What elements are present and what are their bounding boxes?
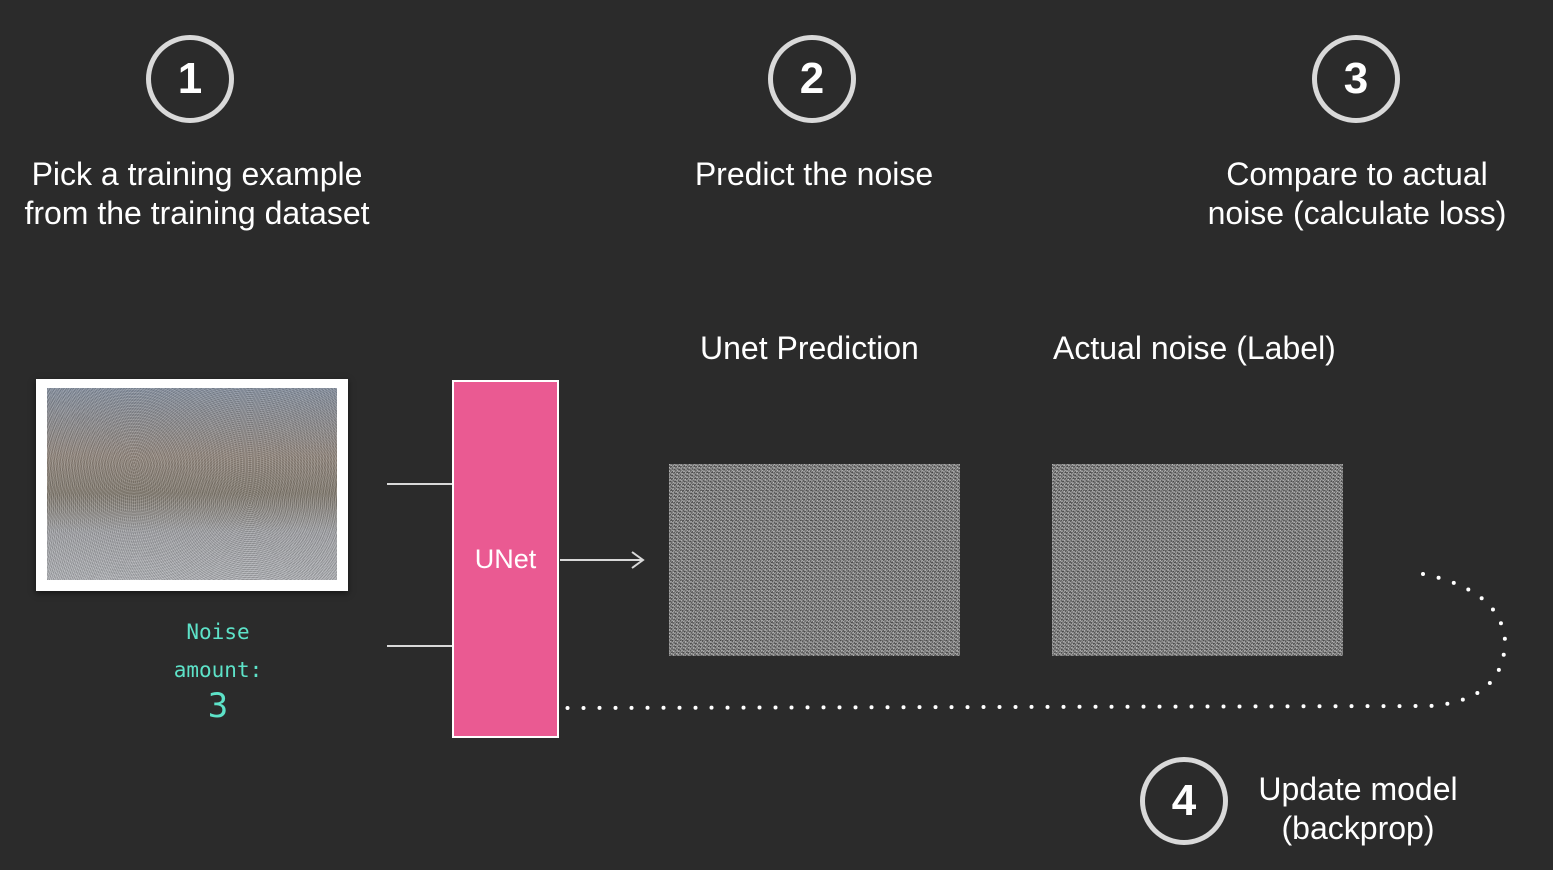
- unet-block: UNet: [452, 380, 559, 738]
- actual-noise-label: Actual noise (Label): [1053, 330, 1336, 366]
- step-2-text-line1: Predict the noise: [694, 156, 934, 192]
- step-1-number: 1: [177, 54, 203, 103]
- step-1-text-line2: from the training dataset: [24, 195, 370, 231]
- step-3-number: 3: [1343, 54, 1369, 103]
- step-4-text-line1: Update model: [1258, 771, 1458, 807]
- step-2-number: 2: [799, 54, 825, 103]
- unet-prediction-noise-image: [669, 464, 960, 656]
- step-1-text: Pick a training example from the trainin…: [16, 155, 378, 233]
- unet-prediction-label: Unet Prediction: [700, 330, 919, 366]
- step-4-text-line2: (backprop): [1281, 810, 1435, 846]
- step-4-circle: 4: [1140, 757, 1228, 845]
- training-example-frame: [36, 379, 348, 591]
- noise-label-line1: Noise: [186, 620, 250, 644]
- step-3-text-line1: Compare to actual: [1226, 156, 1488, 192]
- step-2-text: Predict the noise: [664, 155, 964, 194]
- noise-label-line2: amount:: [173, 658, 263, 682]
- step-2-circle: 2: [768, 35, 856, 123]
- unet-label: UNet: [474, 544, 537, 574]
- step-1-text-line1: Pick a training example: [31, 156, 363, 192]
- noisy-training-image: [47, 388, 337, 580]
- step-4-text: Update model (backprop): [1246, 770, 1470, 848]
- step-4-number: 4: [1171, 776, 1197, 825]
- dotted-backprop-path: [558, 572, 1508, 710]
- step-3-circle: 3: [1312, 35, 1400, 123]
- step-3-text-line2: noise (calculate loss): [1207, 195, 1507, 231]
- noise-amount-value: 3: [207, 686, 229, 726]
- arrow-right-icon: [560, 551, 645, 569]
- actual-noise-image: [1052, 464, 1343, 656]
- step-3-text: Compare to actual noise (calculate loss): [1196, 155, 1518, 233]
- step-1-circle: 1: [146, 35, 234, 123]
